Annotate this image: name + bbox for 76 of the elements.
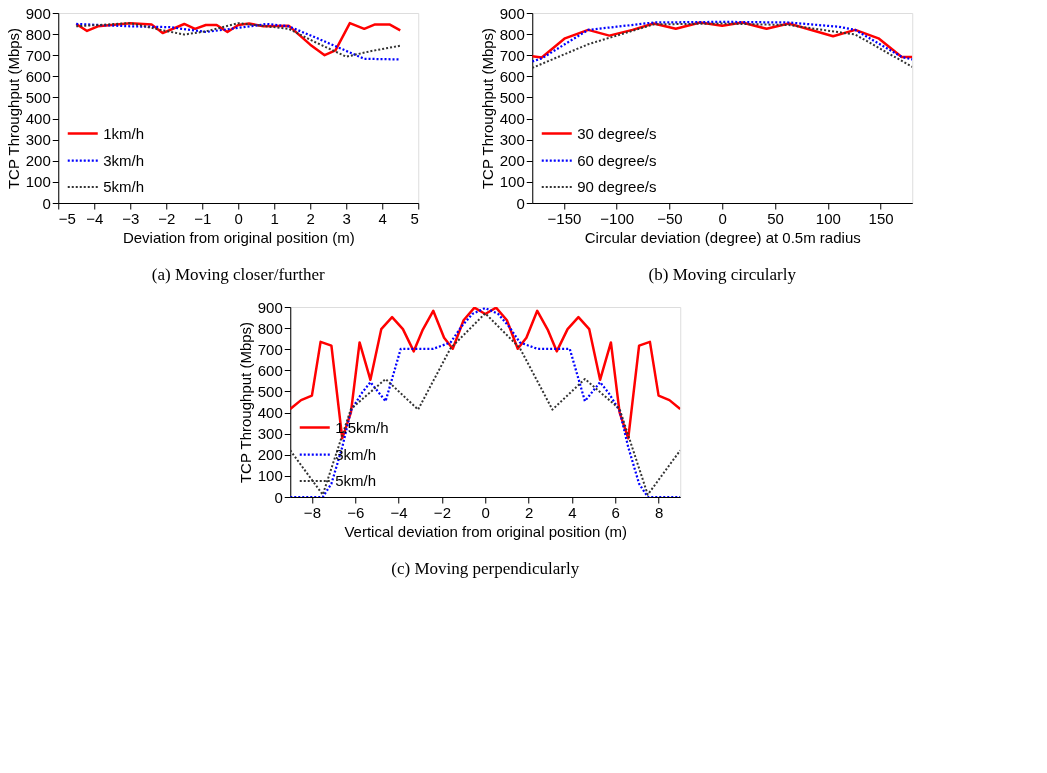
x-axis-title: Deviation from original position (m) xyxy=(122,228,355,246)
y-tick-label: 900 xyxy=(499,4,525,22)
y-tick-label: 0 xyxy=(274,488,283,506)
y-tick-label: 400 xyxy=(499,110,525,128)
legend-label: 60 degree/s xyxy=(577,151,657,169)
legend-label: 30 degree/s xyxy=(577,124,657,142)
y-tick-label: 500 xyxy=(499,88,525,106)
line-series xyxy=(290,307,681,440)
x-tick-label: −1 xyxy=(194,209,212,227)
y-tick-label: 600 xyxy=(257,361,283,379)
legend-label: 5km/h xyxy=(103,178,145,195)
y-tick-label: 0 xyxy=(516,194,525,212)
text: (b) Moving circularly xyxy=(648,265,797,284)
legend-label: 3km/h xyxy=(335,445,377,463)
y-axis-title: TCP Throughput (Mbps) xyxy=(4,27,22,190)
x-tick-label: −5 xyxy=(58,209,76,227)
y-tick-label: 800 xyxy=(499,25,525,43)
x-tick-label: 0 xyxy=(234,209,243,227)
x-tick-label: −50 xyxy=(657,209,683,227)
x-tick-label: −4 xyxy=(390,503,408,521)
y-tick-label: 300 xyxy=(25,131,51,149)
line-series xyxy=(532,22,913,69)
x-tick-label: 0 xyxy=(718,209,727,227)
y-tick-label: 700 xyxy=(499,46,525,64)
x-tick-label: 100 xyxy=(815,209,841,227)
legend-label: 1km/h xyxy=(103,124,145,142)
x-tick-label: −2 xyxy=(433,503,451,521)
y-tick-label: 400 xyxy=(257,404,283,422)
y-tick-label: 500 xyxy=(257,382,283,400)
y-tick-label: 300 xyxy=(499,131,525,149)
x-axis-title: Circular deviation (degree) at 0.5m radius xyxy=(584,228,861,246)
x-tick-label: −3 xyxy=(122,209,140,227)
y-tick-label: 600 xyxy=(25,67,51,85)
y-axis-title: TCP Throughput (Mbps) xyxy=(236,321,254,484)
x-tick-label: −100 xyxy=(600,209,635,227)
x-tick-label: −4 xyxy=(86,209,104,227)
y-tick-label: 100 xyxy=(25,173,51,191)
text: (a) Moving closer/further xyxy=(151,265,325,284)
x-tick-label: −150 xyxy=(547,209,582,227)
legend-label: 3km/h xyxy=(103,151,145,169)
y-tick-label: 100 xyxy=(499,173,525,191)
text: (c) Moving perpendicularly xyxy=(391,559,580,578)
y-tick-label: 800 xyxy=(25,25,51,43)
y-tick-label: 400 xyxy=(25,110,51,128)
y-tick-label: 200 xyxy=(257,446,283,464)
y-tick-label: 100 xyxy=(257,467,283,485)
y-tick-label: 200 xyxy=(25,152,51,170)
y-tick-label: 900 xyxy=(257,298,283,316)
y-tick-label: 600 xyxy=(499,67,525,85)
x-tick-label: 50 xyxy=(767,209,784,227)
x-axis-title: Vertical deviation from original position (m) xyxy=(344,522,628,540)
x-tick-label: 6 xyxy=(611,503,620,521)
y-axis-title: TCP Throughput (Mbps) xyxy=(478,27,496,190)
x-tick-label: 0 xyxy=(481,503,490,521)
y-tick-label: 500 xyxy=(25,88,51,106)
legend-label: 90 degree/s xyxy=(577,178,657,195)
x-tick-label: 2 xyxy=(524,503,534,521)
x-tick-label: 5 xyxy=(410,209,419,227)
y-tick-label: 200 xyxy=(499,152,525,170)
x-tick-label: 3 xyxy=(342,209,351,227)
y-tick-label: 900 xyxy=(25,4,51,22)
x-tick-label: −2 xyxy=(158,209,176,227)
x-tick-label: 1 xyxy=(270,209,279,227)
y-tick-label: 700 xyxy=(257,340,283,358)
x-tick-label: 4 xyxy=(568,503,577,521)
y-tick-label: 700 xyxy=(25,46,51,64)
x-tick-label: 150 xyxy=(868,209,894,227)
y-tick-label: 800 xyxy=(257,319,283,337)
x-tick-label: −8 xyxy=(303,503,321,521)
x-tick-label: 8 xyxy=(654,503,664,521)
x-tick-label: 2 xyxy=(306,209,315,227)
y-tick-label: 0 xyxy=(42,194,51,212)
x-tick-label: 4 xyxy=(378,209,387,227)
legend-label: 5km/h xyxy=(335,472,377,489)
x-tick-label: −6 xyxy=(347,503,365,521)
y-tick-label: 300 xyxy=(257,425,283,443)
